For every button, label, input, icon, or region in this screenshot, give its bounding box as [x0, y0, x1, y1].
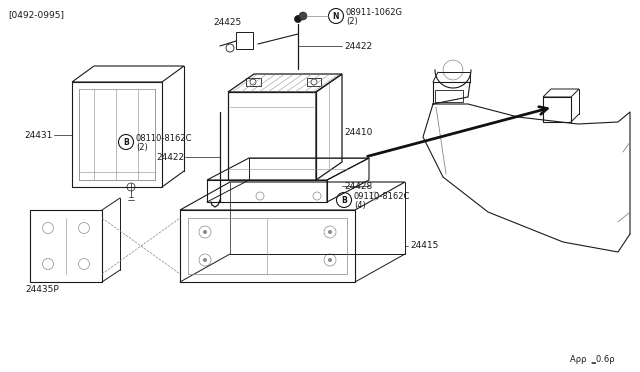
- Text: B: B: [341, 196, 347, 205]
- Text: 24431: 24431: [24, 131, 53, 140]
- Text: 08110-8162C: 08110-8162C: [136, 134, 193, 142]
- Text: 08911-1062G: 08911-1062G: [346, 7, 403, 16]
- Text: 24422: 24422: [156, 153, 184, 161]
- Text: 24422: 24422: [344, 42, 372, 51]
- Text: 24435P: 24435P: [25, 285, 59, 295]
- Text: 24410: 24410: [344, 128, 372, 137]
- Circle shape: [328, 230, 332, 234]
- Text: 09110-8162C: 09110-8162C: [354, 192, 410, 201]
- Circle shape: [299, 12, 307, 20]
- Text: N: N: [333, 12, 339, 20]
- Text: 24415: 24415: [410, 241, 438, 250]
- Circle shape: [203, 230, 207, 234]
- Text: B: B: [123, 138, 129, 147]
- Text: 24425: 24425: [213, 17, 241, 26]
- Text: (2): (2): [136, 142, 148, 151]
- Text: 24428: 24428: [344, 182, 372, 190]
- Circle shape: [294, 16, 301, 22]
- Circle shape: [203, 258, 207, 262]
- Text: (2): (2): [346, 16, 358, 26]
- Text: [0492-0995]: [0492-0995]: [8, 10, 64, 19]
- Text: (4): (4): [354, 201, 365, 209]
- Circle shape: [328, 258, 332, 262]
- Text: Aρρ  ‗0.6ρ: Aρρ ‗0.6ρ: [570, 355, 615, 364]
